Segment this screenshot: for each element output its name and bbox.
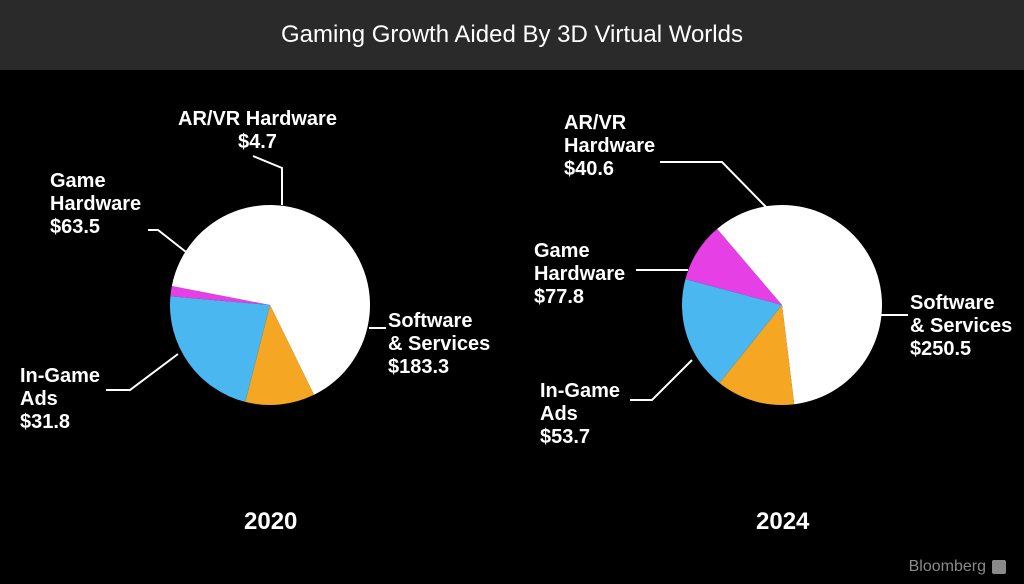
slice-label: Game Hardware $63.5: [50, 170, 141, 239]
slice-label: In-Game Ads $53.7: [540, 380, 620, 449]
leader-line: [630, 360, 692, 400]
slice-label: Software & Services $183.3: [388, 310, 490, 379]
slice-label: In-Game Ads $31.8: [20, 365, 100, 434]
leader-line: [660, 162, 766, 207]
title-text: Gaming Growth Aided By 3D Virtual Worlds: [281, 21, 743, 49]
panel-2024: AR/VR Hardware $40.6 Software & Services …: [512, 70, 1024, 584]
bloomberg-logo-icon: [992, 560, 1006, 574]
page-title: Gaming Growth Aided By 3D Virtual Worlds: [0, 0, 1024, 70]
year-label-2020: 2020: [244, 508, 297, 536]
attribution: Bloomberg: [909, 558, 1006, 576]
slice-label: Software & Services $250.5: [910, 292, 1012, 361]
attribution-text: Bloomberg: [909, 558, 986, 576]
year-label-2024: 2024: [756, 508, 809, 536]
slice-label: Game Hardware $77.8: [534, 240, 625, 309]
leader-line: [148, 230, 186, 252]
chart-area: AR/VR Hardware $4.7 Software & Services $…: [0, 70, 1024, 584]
slice-label: AR/VR Hardware $4.7: [178, 108, 337, 154]
leader-line: [253, 156, 282, 205]
slice-label: AR/VR Hardware $40.6: [564, 112, 655, 181]
panel-2020: AR/VR Hardware $4.7 Software & Services $…: [0, 70, 512, 584]
leader-line: [106, 354, 178, 390]
